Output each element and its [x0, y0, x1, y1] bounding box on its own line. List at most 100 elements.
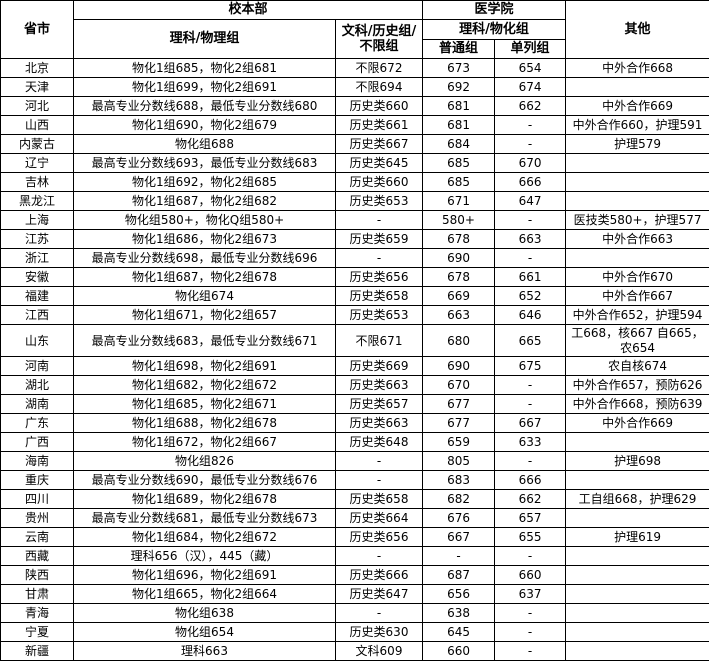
regular-cell: 692 — [422, 77, 496, 97]
other-cell — [565, 77, 709, 97]
arts-cell: 历史类657 — [334, 394, 424, 414]
province-cell: 河南 — [0, 356, 74, 376]
table-row: 浙江 最高专业分数线698，最低专业分数线696-690- — [0, 248, 709, 268]
science-cell: 最高专业分数线681，最低专业分数线673 — [73, 508, 336, 528]
other-cell — [565, 432, 709, 452]
arts-cell: 历史类648 — [334, 432, 424, 452]
regular-cell: 670 — [422, 375, 496, 395]
arts-cell: 不限671 — [334, 324, 424, 357]
separate-cell: - — [494, 603, 567, 623]
arts-cell: 历史类658 — [334, 286, 424, 306]
science-cell: 物化1组665，物化2组664 — [73, 584, 336, 604]
province-cell: 甘肃 — [0, 584, 74, 604]
arts-cell: 历史类653 — [334, 305, 424, 325]
arts-cell: 历史类647 — [334, 584, 424, 604]
header-science: 理科/物理组 — [73, 19, 336, 59]
province-cell: 宁夏 — [0, 622, 74, 642]
separate-cell: 670 — [494, 153, 567, 173]
arts-cell: 历史类663 — [334, 413, 424, 433]
arts-cell: - — [334, 210, 424, 230]
regular-cell: 683 — [422, 470, 496, 490]
separate-cell: 667 — [494, 413, 567, 433]
regular-cell: 685 — [422, 153, 496, 173]
other-cell — [565, 172, 709, 192]
other-cell: 工自组668，护理629 — [565, 489, 709, 509]
separate-cell: 663 — [494, 229, 567, 249]
other-cell: 中外合作668，预防639 — [565, 394, 709, 414]
separate-cell: 674 — [494, 77, 567, 97]
table-row: 重庆 最高专业分数线690，最低专业分数线676-683 666 — [0, 470, 709, 490]
separate-cell: - — [494, 641, 567, 661]
science-cell: 物化1组685，物化2组671 — [73, 394, 336, 414]
arts-cell: 不限672 — [334, 58, 424, 78]
separate-cell: - — [494, 394, 567, 414]
regular-cell: 677 — [422, 394, 496, 414]
regular-cell: 684 — [422, 134, 496, 154]
other-cell: 中外合作652，护理594 — [565, 305, 709, 325]
header-separate: 单列组 — [494, 39, 567, 59]
province-cell: 黑龙江 — [0, 191, 74, 211]
science-cell: 理科663 — [73, 641, 336, 661]
science-cell: 物化1组686，物化2组673 — [73, 229, 336, 249]
province-cell: 青海 — [0, 603, 74, 623]
regular-cell: 677 — [422, 413, 496, 433]
table-row: 云南 物化1组684，物化2组672 历史类656 667 655 护理619 — [0, 527, 709, 547]
other-cell: 中外合作660，护理591 — [565, 115, 709, 135]
province-cell: 辽宁 — [0, 153, 74, 173]
regular-cell: 687 — [422, 565, 496, 585]
science-cell: 最高专业分数线688，最低专业分数线680 — [73, 96, 336, 116]
separate-cell: - — [494, 134, 567, 154]
separate-cell: - — [494, 546, 567, 566]
other-cell — [565, 470, 709, 490]
regular-cell: 667 — [422, 527, 496, 547]
regular-cell: 676 — [422, 508, 496, 528]
province-cell: 重庆 — [0, 470, 74, 490]
regular-cell: 678 — [422, 229, 496, 249]
arts-cell: 历史类656 — [334, 267, 424, 287]
other-cell: 中外合作663 — [565, 229, 709, 249]
table-row: 甘肃 物化1组665，物化2组664 历史类647 656 637 — [0, 584, 709, 604]
science-cell: 物化组580+，物化Q组580+ — [73, 210, 336, 230]
separate-cell: 662 — [494, 489, 567, 509]
science-cell: 物化组638 — [73, 603, 336, 623]
science-cell: 最高专业分数线698，最低专业分数线696 — [73, 248, 336, 268]
province-cell: 天津 — [0, 77, 74, 97]
header-province: 省市 — [0, 0, 74, 59]
arts-cell: 历史类659 — [334, 229, 424, 249]
province-cell: 新疆 — [0, 641, 74, 661]
other-cell: 中外合作669 — [565, 96, 709, 116]
table-row: 陕西 物化1组696，物化2组691 历史类666 687 660 — [0, 565, 709, 585]
province-cell: 山西 — [0, 115, 74, 135]
science-cell: 物化组654 — [73, 622, 336, 642]
province-cell: 内蒙古 — [0, 134, 74, 154]
regular-cell: 580+ — [422, 210, 496, 230]
separate-cell: 675 — [494, 356, 567, 376]
separate-cell: 666 — [494, 470, 567, 490]
province-cell: 湖北 — [0, 375, 74, 395]
arts-cell: - — [334, 451, 424, 471]
table-row: 辽宁 最高专业分数线693，最低专业分数线683 历史类645 685 670 — [0, 153, 709, 173]
science-cell: 物化1组687，物化2组682 — [73, 191, 336, 211]
table-row: 西藏 理科656（汉），445（藏） - - - — [0, 546, 709, 566]
separate-cell: - — [494, 375, 567, 395]
table-row: 河北 最高专业分数线688，最低专业分数线680 历史类660 681 662 中外合作6… — [0, 96, 709, 116]
science-cell: 物化1组692，物化2组685 — [73, 172, 336, 192]
regular-cell: - — [422, 546, 496, 566]
province-cell: 云南 — [0, 527, 74, 547]
separate-cell: - — [494, 451, 567, 471]
science-cell: 物化组688 — [73, 134, 336, 154]
regular-cell: 645 — [422, 622, 496, 642]
arts-cell: - — [334, 603, 424, 623]
science-cell: 物化1组696，物化2组691 — [73, 565, 336, 585]
regular-cell: 663 — [422, 305, 496, 325]
province-cell: 贵州 — [0, 508, 74, 528]
province-cell: 四川 — [0, 489, 74, 509]
regular-cell: 681 — [422, 115, 496, 135]
arts-cell: 文科609 — [334, 641, 424, 661]
table-row: 河南 物化1组698，物化2组691 历史类669 690 675 农自核674 — [0, 356, 709, 376]
arts-cell: 历史类667 — [334, 134, 424, 154]
table-row: 青海 物化组638-638- — [0, 603, 709, 623]
table-row: 内蒙古 物化组688 历史类667 684- 护理579 — [0, 134, 709, 154]
science-cell: 物化1组698，物化2组691 — [73, 356, 336, 376]
table-row: 吉林 物化1组692，物化2组685 历史类660 685 666 — [0, 172, 709, 192]
